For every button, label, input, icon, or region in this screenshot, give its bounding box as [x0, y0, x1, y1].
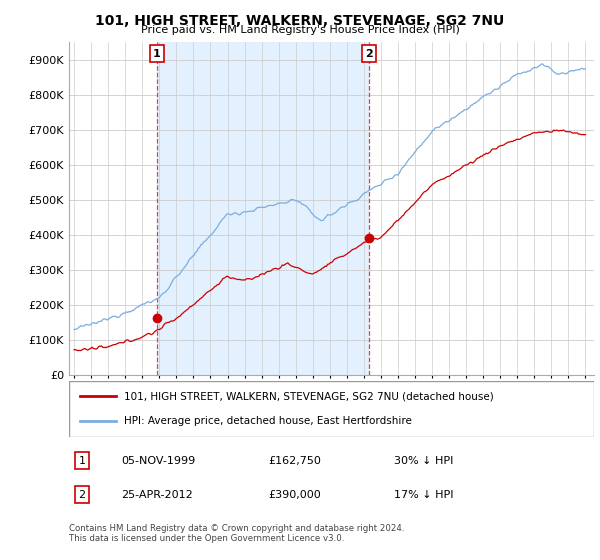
Text: HPI: Average price, detached house, East Hertfordshire: HPI: Average price, detached house, East… — [124, 416, 412, 426]
Text: £162,750: £162,750 — [269, 456, 322, 465]
Text: 2: 2 — [79, 490, 86, 500]
Text: 101, HIGH STREET, WALKERN, STEVENAGE, SG2 7NU (detached house): 101, HIGH STREET, WALKERN, STEVENAGE, SG… — [124, 391, 494, 402]
Text: 25-APR-2012: 25-APR-2012 — [121, 490, 193, 500]
Text: 17% ↓ HPI: 17% ↓ HPI — [395, 490, 454, 500]
Text: 05-NOV-1999: 05-NOV-1999 — [121, 456, 196, 465]
Text: 30% ↓ HPI: 30% ↓ HPI — [395, 456, 454, 465]
Text: 2: 2 — [365, 49, 373, 59]
Bar — [157, 42, 369, 375]
Text: 1: 1 — [79, 456, 86, 465]
Text: £390,000: £390,000 — [269, 490, 321, 500]
Text: Contains HM Land Registry data © Crown copyright and database right 2024.
This d: Contains HM Land Registry data © Crown c… — [69, 524, 404, 543]
Text: Price paid vs. HM Land Registry's House Price Index (HPI): Price paid vs. HM Land Registry's House … — [140, 25, 460, 35]
Text: 101, HIGH STREET, WALKERN, STEVENAGE, SG2 7NU: 101, HIGH STREET, WALKERN, STEVENAGE, SG… — [95, 14, 505, 28]
Text: 1: 1 — [153, 49, 161, 59]
FancyBboxPatch shape — [69, 381, 594, 437]
